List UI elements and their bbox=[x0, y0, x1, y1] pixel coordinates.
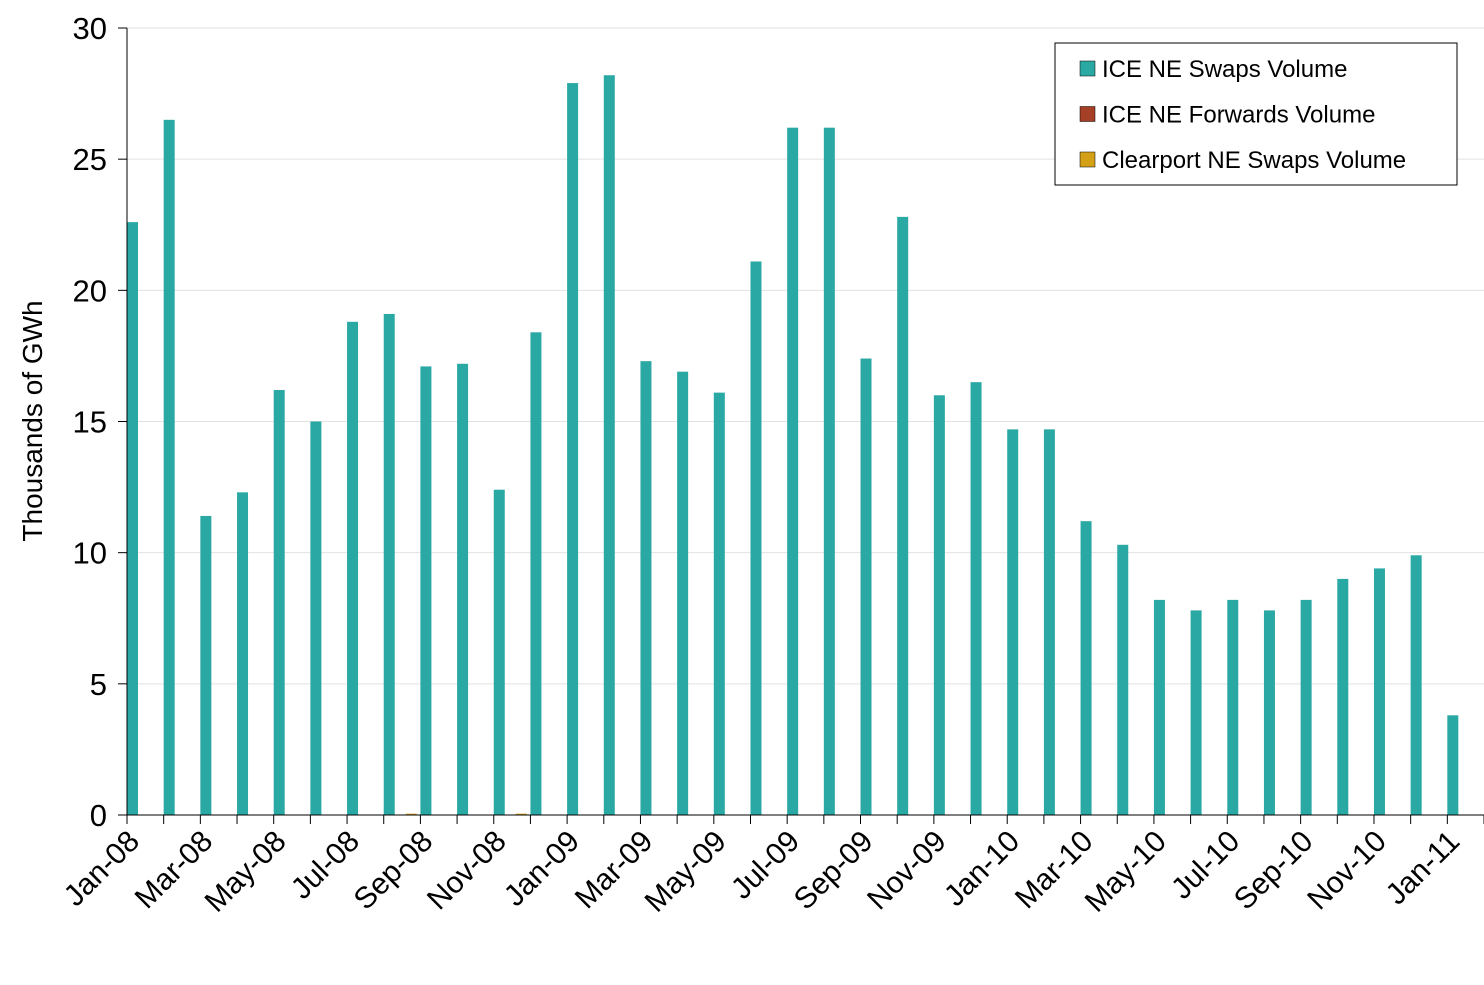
legend-swatch bbox=[1079, 60, 1096, 77]
bar bbox=[457, 363, 469, 815]
bar bbox=[420, 366, 432, 815]
bar bbox=[1080, 521, 1092, 815]
bar bbox=[493, 489, 505, 815]
bar bbox=[405, 813, 417, 815]
y-tick-label: 10 bbox=[73, 536, 107, 571]
bar bbox=[860, 358, 872, 815]
x-tick-label: May-09 bbox=[639, 825, 733, 919]
bar bbox=[1410, 555, 1422, 815]
bar bbox=[823, 127, 835, 816]
bar bbox=[970, 382, 982, 815]
bar bbox=[787, 127, 799, 816]
legend-label: Clearport NE Swaps Volume bbox=[1102, 147, 1406, 174]
bar bbox=[1007, 429, 1019, 815]
bar bbox=[603, 75, 615, 816]
bar bbox=[1373, 568, 1385, 815]
bar bbox=[933, 395, 945, 815]
y-tick-label: 20 bbox=[73, 273, 107, 308]
legend-label: ICE NE Forwards Volume bbox=[1102, 102, 1375, 129]
legend-swatch bbox=[1079, 151, 1096, 168]
bar bbox=[1117, 544, 1129, 815]
x-tick-label: Jan-11 bbox=[1380, 825, 1467, 912]
y-tick-label: 0 bbox=[90, 798, 107, 833]
bar bbox=[200, 515, 212, 815]
x-tick-label: Nov-09 bbox=[861, 825, 953, 917]
bar bbox=[1190, 610, 1202, 815]
bar bbox=[1043, 429, 1055, 815]
bar bbox=[1300, 599, 1312, 815]
y-axis-title: Thousands of GWh bbox=[17, 300, 48, 541]
x-tick-label: Jan-10 bbox=[938, 825, 1026, 913]
bar bbox=[1337, 578, 1349, 815]
bar bbox=[310, 421, 322, 815]
legend-box bbox=[1054, 42, 1458, 186]
y-tick-label: 5 bbox=[90, 667, 107, 702]
bar bbox=[237, 492, 249, 815]
bar bbox=[677, 371, 689, 815]
bar bbox=[515, 813, 527, 815]
x-tick-label: Sep-09 bbox=[788, 825, 880, 917]
x-tick-label: Sep-10 bbox=[1228, 825, 1320, 917]
bar bbox=[273, 390, 285, 815]
x-tick-label: Jan-08 bbox=[58, 825, 146, 913]
bar bbox=[1153, 599, 1165, 815]
x-tick-label: Nov-10 bbox=[1301, 825, 1393, 917]
bar bbox=[897, 216, 909, 815]
bar bbox=[163, 119, 175, 816]
y-tick-label: 25 bbox=[73, 142, 107, 177]
bar bbox=[567, 83, 579, 816]
bar bbox=[347, 321, 359, 815]
x-tick-label: Sep-08 bbox=[348, 825, 440, 917]
bar bbox=[530, 332, 542, 815]
y-tick-label: 15 bbox=[73, 405, 107, 440]
bar bbox=[640, 361, 652, 815]
y-tick-label: 30 bbox=[73, 11, 107, 46]
legend-swatch bbox=[1079, 106, 1096, 122]
bar bbox=[383, 313, 395, 815]
x-tick-label: May-08 bbox=[199, 825, 293, 919]
legend-label: ICE NE Swaps Volume bbox=[1102, 56, 1347, 83]
bar bbox=[127, 222, 138, 816]
x-tick-label: Jan-09 bbox=[498, 825, 586, 913]
bar bbox=[750, 261, 762, 815]
x-tick-label: Nov-08 bbox=[421, 825, 513, 917]
x-tick-label: May-10 bbox=[1079, 825, 1173, 919]
bar bbox=[1227, 599, 1239, 815]
bar bbox=[1447, 715, 1459, 815]
bar bbox=[1263, 610, 1275, 815]
bar bbox=[713, 392, 725, 815]
